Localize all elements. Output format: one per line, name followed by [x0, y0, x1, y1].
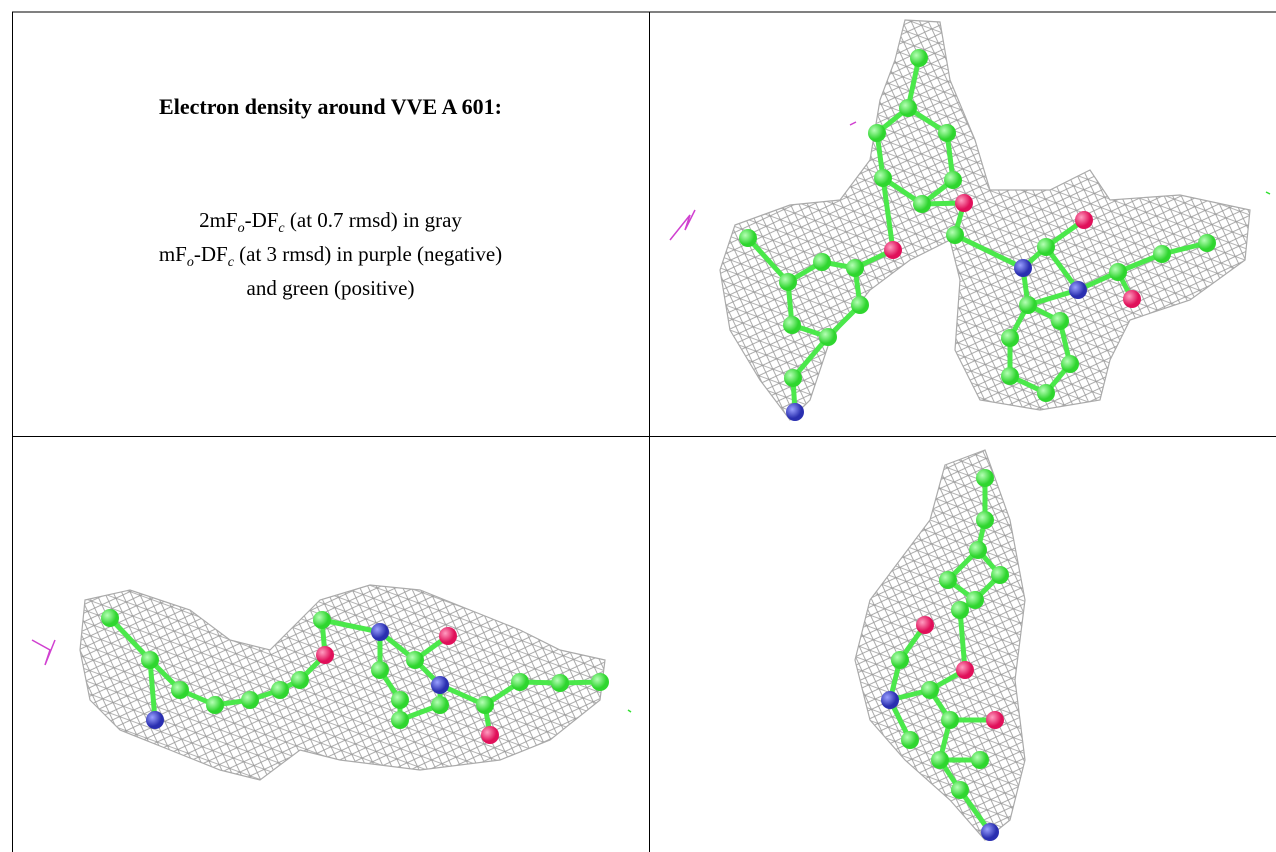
atom	[884, 241, 902, 259]
atom	[1051, 312, 1069, 330]
atom	[951, 781, 969, 799]
atom	[783, 316, 801, 334]
atom	[881, 691, 899, 709]
atom	[910, 49, 928, 67]
subscript: o	[187, 255, 194, 270]
atom	[271, 681, 289, 699]
atom	[1123, 290, 1141, 308]
atom	[976, 469, 994, 487]
atom	[916, 616, 934, 634]
atom	[969, 541, 987, 559]
atom	[171, 681, 189, 699]
difference-density	[850, 122, 856, 125]
atom	[931, 751, 949, 769]
atom	[868, 124, 886, 142]
atom	[313, 611, 331, 629]
atom	[141, 651, 159, 669]
atom	[779, 273, 797, 291]
atom	[431, 696, 449, 714]
subscript: o	[238, 221, 245, 236]
difference-density	[32, 640, 55, 665]
difference-density	[1266, 192, 1270, 194]
atom	[966, 591, 984, 609]
text: 2mF	[199, 208, 238, 232]
atom	[851, 296, 869, 314]
atom	[891, 651, 909, 669]
figure	[0, 0, 1276, 852]
atom	[819, 328, 837, 346]
atom	[391, 711, 409, 729]
difference-density	[628, 710, 631, 712]
atom	[1069, 281, 1087, 299]
atom	[1019, 296, 1037, 314]
molecule-images	[32, 20, 1270, 841]
atom	[551, 674, 569, 692]
atom	[956, 661, 974, 679]
atom	[291, 671, 309, 689]
atom	[481, 726, 499, 744]
atom	[1153, 245, 1171, 263]
legend-line: 2mFo-DFc (at 0.7 rmsd) in gray	[12, 208, 649, 237]
atom	[146, 711, 164, 729]
atom	[371, 661, 389, 679]
atom	[406, 651, 424, 669]
atom	[1198, 234, 1216, 252]
atom	[476, 696, 494, 714]
atom	[1014, 259, 1032, 277]
atom	[981, 823, 999, 841]
text: and green (positive)	[247, 276, 415, 300]
atom	[1001, 329, 1019, 347]
atom	[1001, 367, 1019, 385]
atom	[1061, 355, 1079, 373]
density-mesh	[720, 20, 1250, 420]
atom	[786, 403, 804, 421]
atom	[739, 229, 757, 247]
atom	[316, 646, 334, 664]
atom	[874, 169, 892, 187]
atom	[1037, 384, 1055, 402]
difference-density	[670, 210, 695, 240]
text: -DF	[194, 242, 228, 266]
text: mF	[159, 242, 187, 266]
heading: Electron density around VVE A 601:	[12, 94, 649, 120]
atom	[511, 673, 529, 691]
text: (at 3 rmsd) in purple (negative)	[234, 242, 502, 266]
page: Electron density around VVE A 601: 2mFo-…	[0, 0, 1276, 852]
atom	[901, 731, 919, 749]
atom	[986, 711, 1004, 729]
atom	[921, 681, 939, 699]
atom	[971, 751, 989, 769]
atom	[951, 601, 969, 619]
atom	[241, 691, 259, 709]
atom	[955, 194, 973, 212]
atom	[944, 171, 962, 189]
atom	[591, 673, 609, 691]
legend-line: and green (positive)	[12, 276, 649, 301]
atom	[371, 623, 389, 641]
atom	[439, 627, 457, 645]
atom	[101, 609, 119, 627]
atom	[391, 691, 409, 709]
atom	[976, 511, 994, 529]
atom	[991, 566, 1009, 584]
atom	[939, 571, 957, 589]
atom	[941, 711, 959, 729]
text: -DF	[245, 208, 279, 232]
atom	[913, 195, 931, 213]
atom	[813, 253, 831, 271]
atom	[431, 676, 449, 694]
legend-line: mFo-DFc (at 3 rmsd) in purple (negative)	[12, 242, 649, 271]
density-mesh	[855, 450, 1025, 840]
atom	[1075, 211, 1093, 229]
atom	[938, 124, 956, 142]
text: (at 0.7 rmsd) in gray	[285, 208, 462, 232]
atom	[899, 99, 917, 117]
atom	[1109, 263, 1127, 281]
atom	[1037, 238, 1055, 256]
atom	[206, 696, 224, 714]
atom	[946, 226, 964, 244]
atom	[784, 369, 802, 387]
atom	[846, 259, 864, 277]
